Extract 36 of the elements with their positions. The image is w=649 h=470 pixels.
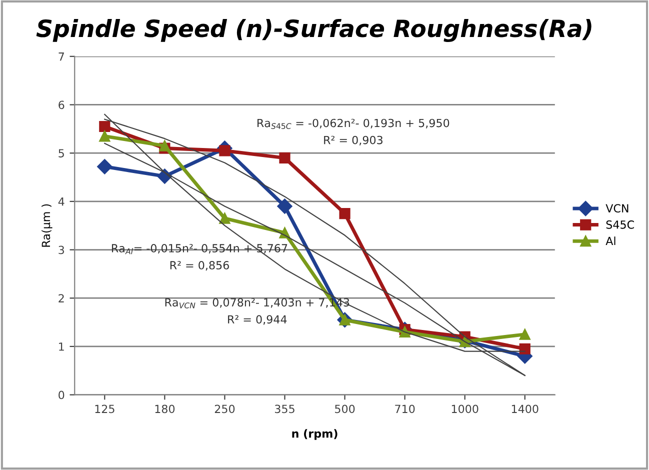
point [339,208,350,220]
y-axis-title: Ra(μm ) [42,204,52,247]
annotation: Ra$_{S45C}$ = -0,062n²- 0,193n + 5,950 [258,118,450,129]
x-tick-label: 1000 [452,404,478,414]
x-tick-label: 710 [395,404,415,414]
point [99,120,110,132]
point [519,328,530,340]
y-tick-label: 4 [58,198,64,206]
y-tick-label: 3 [58,246,64,254]
annotation: R² = 0,856 [170,261,229,271]
legend-label: S45C [606,220,634,229]
x-tick-label: 500 [335,404,355,414]
y-tick-label: 1 [59,342,64,351]
chart-title: Spindle Speed (n)-Surface Roughness(Ra) [36,19,592,42]
annotation: R² = 0,944 [228,315,287,325]
x-tick-label: 125 [95,404,114,414]
y-tick-label: 7 [58,52,64,61]
annotation: R² = 0,903 [324,136,382,146]
point [519,343,530,354]
x-tick-label: 250 [214,404,235,414]
point [99,130,110,142]
y-tick-label: 6 [58,100,64,110]
y-tick-label: 0 [58,390,64,400]
x-tick-label: 1400 [512,404,538,414]
y-tick-label: 2 [58,294,64,302]
y-tick-label: 5 [58,149,64,158]
point [277,198,292,214]
x-tick-label: 180 [155,404,175,414]
point [279,152,290,164]
point [159,140,170,152]
x-axis-title: n (rpm) [292,429,338,440]
x-tick-label: 355 [274,404,294,414]
legend-label: Al [606,236,616,245]
point [97,159,112,174]
point [219,212,230,224]
legend-label: VCN [606,204,628,213]
